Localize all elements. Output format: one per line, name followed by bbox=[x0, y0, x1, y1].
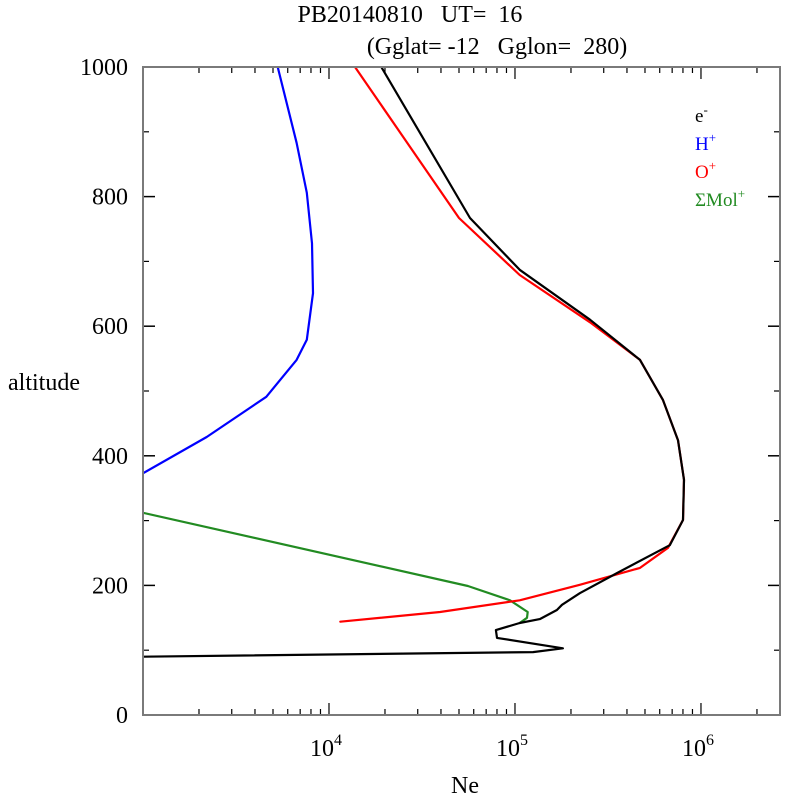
y-axis-label: altitude bbox=[8, 370, 80, 396]
series-line-e bbox=[143, 67, 686, 658]
y-tick-labels: 0 200 400 600 800 1000 bbox=[80, 55, 128, 729]
x-tick-label-base: 10 bbox=[496, 736, 520, 762]
x-tick-label-exponent: 6 bbox=[706, 732, 714, 749]
x-axis-label: Ne bbox=[451, 773, 479, 796]
series-line-o bbox=[339, 67, 686, 623]
data-series bbox=[143, 67, 686, 658]
x-tick-label-exponent: 4 bbox=[334, 732, 342, 749]
x-tick-labels: 104 105 106 bbox=[310, 732, 714, 762]
legend-entry: ΣMol+ bbox=[695, 186, 745, 211]
y-tick-label: 0 bbox=[116, 703, 128, 729]
legend-entry: H+ bbox=[695, 130, 716, 155]
x-tick-label-base: 10 bbox=[310, 736, 334, 762]
legend-label: O bbox=[695, 162, 709, 183]
y-tick-label: 1000 bbox=[80, 55, 128, 81]
series-line-h bbox=[143, 67, 315, 475]
plot-frame bbox=[142, 66, 781, 716]
legend-label: ΣMol bbox=[695, 190, 738, 211]
x-tick-label-base: 10 bbox=[682, 736, 706, 762]
y-tick-label: 800 bbox=[92, 185, 128, 211]
x-tick-label: 106 bbox=[682, 732, 714, 762]
x-tick-label-exponent: 5 bbox=[520, 732, 528, 749]
y-tick-label: 600 bbox=[92, 314, 128, 340]
series-line-mol bbox=[143, 511, 529, 625]
y-tick-label: 200 bbox=[92, 573, 128, 599]
legend-label: e bbox=[695, 106, 703, 127]
legend-entry: e- bbox=[695, 102, 708, 127]
legend-label-superscript: + bbox=[709, 130, 716, 145]
legend: e-H+O+ΣMol+ bbox=[695, 102, 745, 211]
legend-label: H bbox=[695, 134, 709, 155]
legend-label-superscript: - bbox=[703, 102, 707, 117]
legend-entry: O+ bbox=[695, 158, 716, 183]
x-tick-label: 104 bbox=[310, 732, 342, 762]
axis-ticks bbox=[143, 66, 780, 716]
chart-title-line2: (Gglat= -12 Gglon= 280) bbox=[367, 34, 627, 60]
x-tick-label: 105 bbox=[496, 732, 528, 762]
y-tick-label: 400 bbox=[92, 444, 128, 470]
legend-label-superscript: + bbox=[709, 158, 716, 173]
chart-title-line1: PB20140810 UT= 16 bbox=[298, 2, 523, 28]
legend-label-superscript: + bbox=[738, 186, 745, 201]
